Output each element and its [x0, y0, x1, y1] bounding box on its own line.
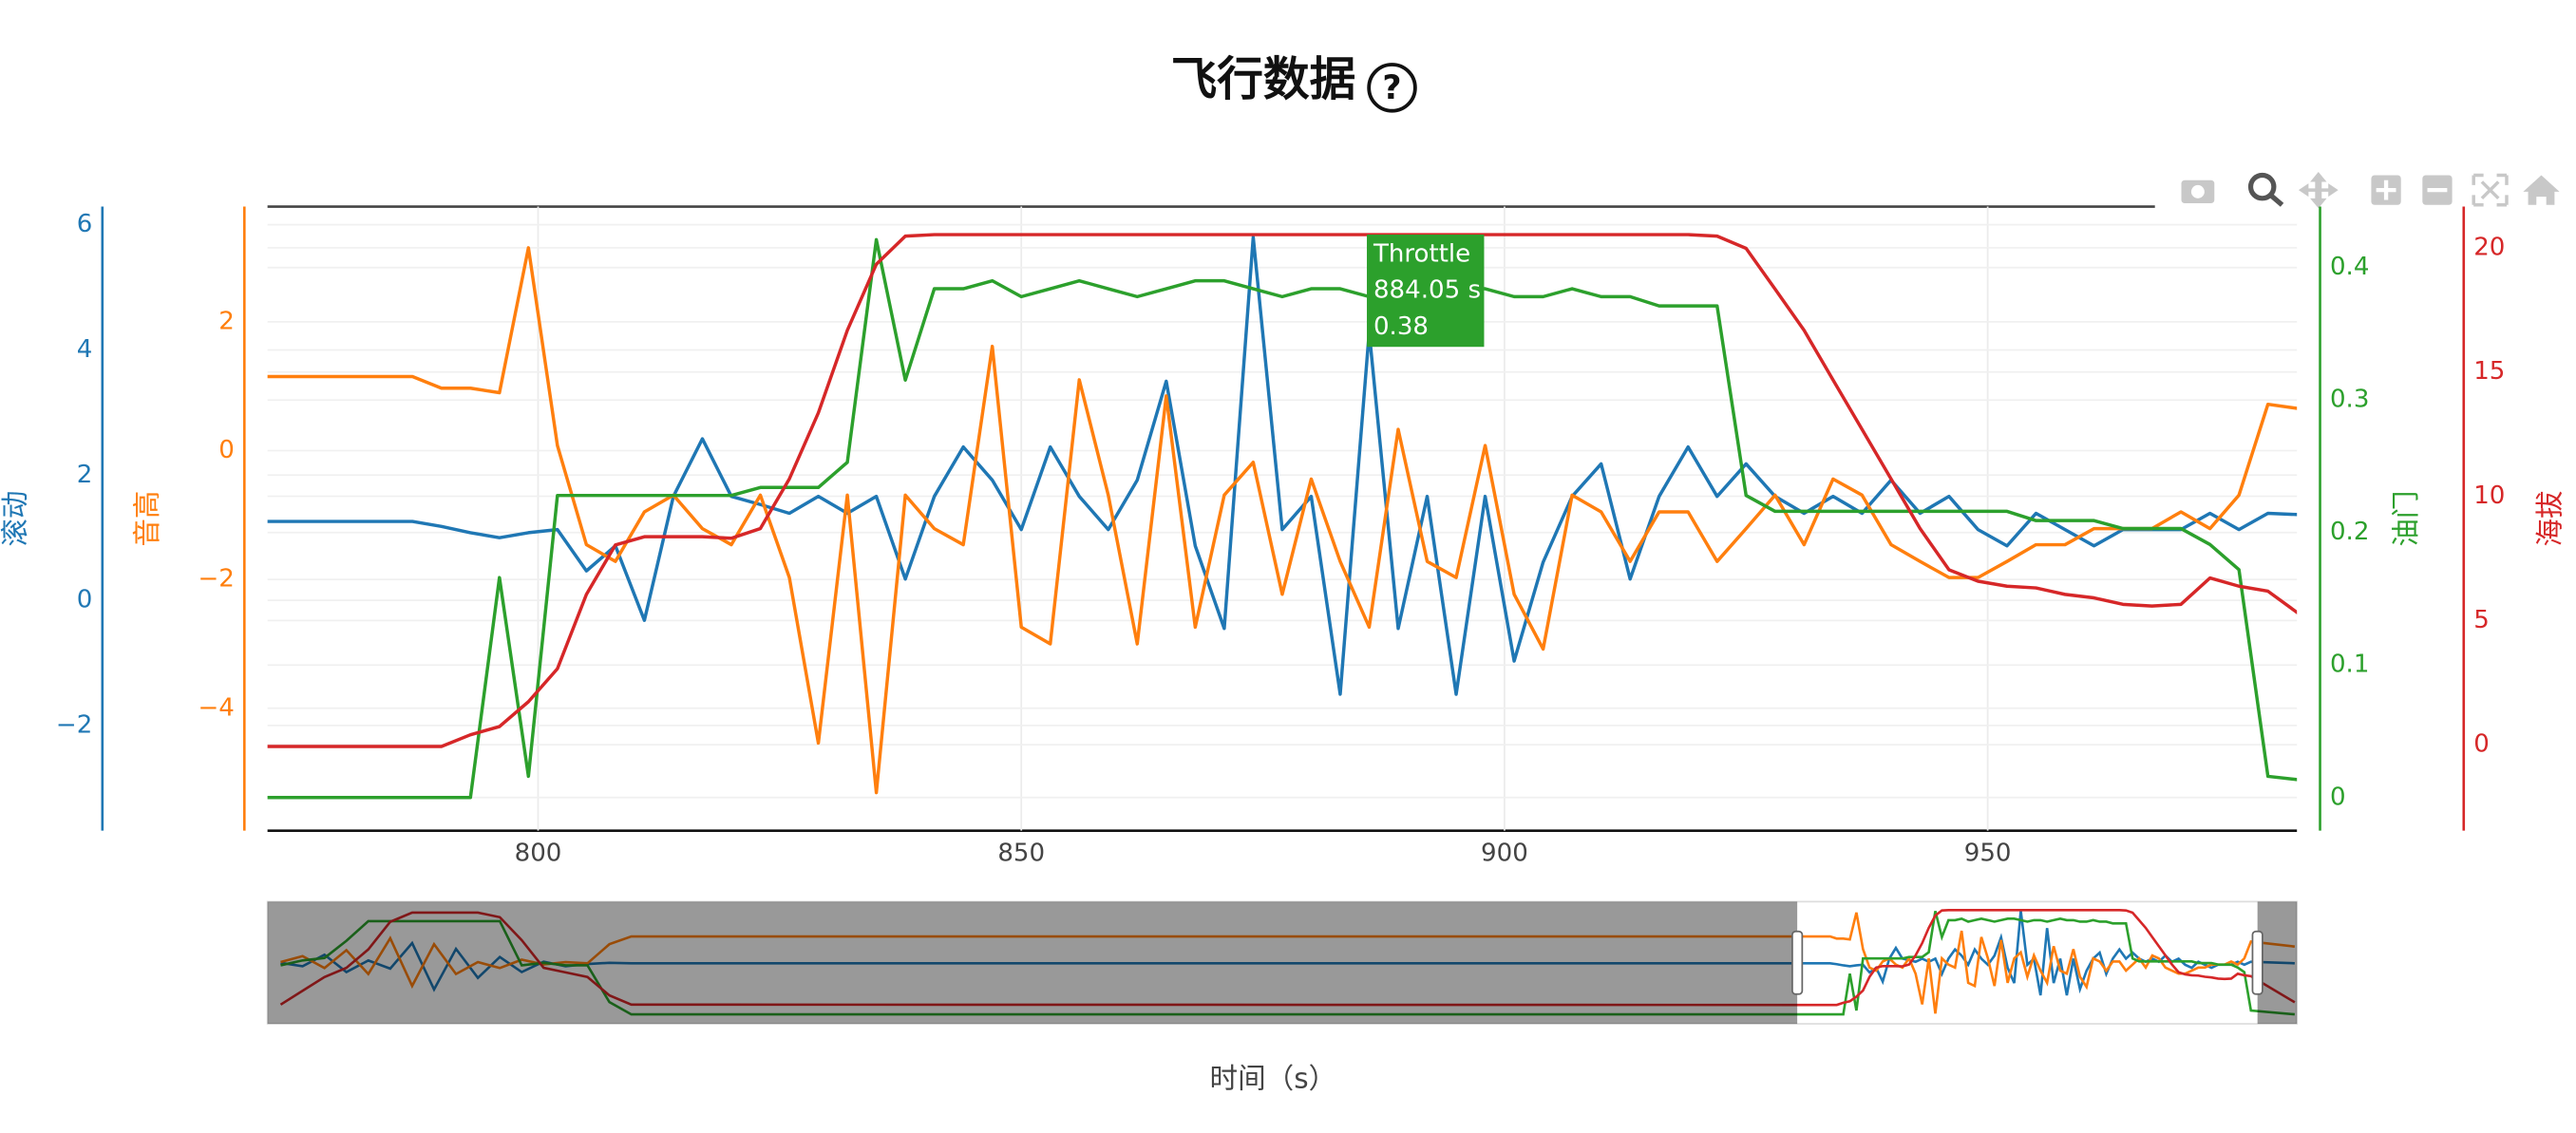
y-tick-label: 2 [218, 307, 235, 335]
y-tick-label: 2 [77, 461, 93, 489]
range-slider [279, 909, 2296, 1016]
slider-handle[interactable] [1791, 930, 1804, 995]
series-line [267, 236, 2298, 696]
y-tick-label: 0.1 [2330, 651, 2369, 679]
y-tick-label: 0 [2330, 783, 2346, 811]
camera-button[interactable] [2181, 179, 2215, 204]
y-tick-label: 0 [2473, 730, 2490, 759]
y-tick-label: 0 [218, 436, 235, 464]
range-slider-frame [266, 900, 2299, 1025]
slider-line [280, 912, 2296, 1014]
help-icon-circle [1367, 63, 1417, 113]
y-tick-label: 0.4 [2330, 253, 2369, 281]
home-button[interactable] [2523, 175, 2560, 205]
grid [267, 206, 2298, 831]
slider-mask-left [267, 901, 1798, 1025]
y-tick-label: 5 [2473, 606, 2490, 634]
zoom-in-button[interactable] [2371, 175, 2401, 205]
y-tick-label: 20 [2473, 233, 2505, 261]
y-axis-title: 滚动 [0, 491, 31, 547]
y-tick-label: 0.2 [2330, 518, 2369, 546]
y-tick-label: 0.3 [2330, 386, 2369, 414]
x-tick-label: 800 [515, 839, 562, 867]
y-tick-label: −4 [198, 693, 234, 722]
y-axis-title: 海拔 [2533, 491, 2566, 547]
hover-x: 884.05 s [1373, 276, 1481, 305]
series-line [267, 233, 2298, 748]
y-tick-label: −2 [56, 710, 92, 739]
series-line [267, 237, 2298, 800]
chart-title: 飞行数据 [1171, 53, 1356, 106]
hover-name: Throttle [1373, 239, 1470, 268]
y-tick-label: 4 [77, 335, 93, 364]
x-tick-label: 850 [997, 839, 1045, 867]
slider-line [279, 909, 2296, 1007]
slider-line [280, 911, 2296, 1016]
x-axis-title: 时间（s） [1210, 1063, 1337, 1095]
y-tick-label: 15 [2473, 357, 2505, 386]
x-tick-label: 900 [1481, 839, 1528, 867]
slider-handle[interactable] [2251, 930, 2263, 995]
help-icon-text: ? [1382, 69, 1401, 107]
y-tick-label: 10 [2473, 482, 2505, 510]
zoom-button[interactable] [2247, 172, 2284, 207]
y-tick-label: −2 [198, 565, 234, 594]
x-tick-label: 950 [1964, 839, 2012, 867]
pan-button[interactable] [2298, 172, 2339, 209]
y-axis-title: 音高 [131, 491, 163, 547]
y-tick-label: 0 [77, 586, 93, 614]
y-tick-label: 6 [77, 210, 93, 238]
plot-lines [267, 233, 2298, 800]
help-icon[interactable]: ? [1367, 63, 1417, 113]
slider-line [280, 910, 2295, 996]
y-axis-title: 油门 [2390, 491, 2422, 547]
autoscale-button[interactable] [2472, 173, 2509, 207]
series-line [267, 246, 2298, 795]
slider-mask-right [2257, 901, 2298, 1025]
zoom-out-button[interactable] [2422, 175, 2453, 205]
hover-value: 0.38 [1373, 312, 1429, 341]
hover-box [1367, 235, 1485, 348]
modebar [2181, 172, 2560, 209]
